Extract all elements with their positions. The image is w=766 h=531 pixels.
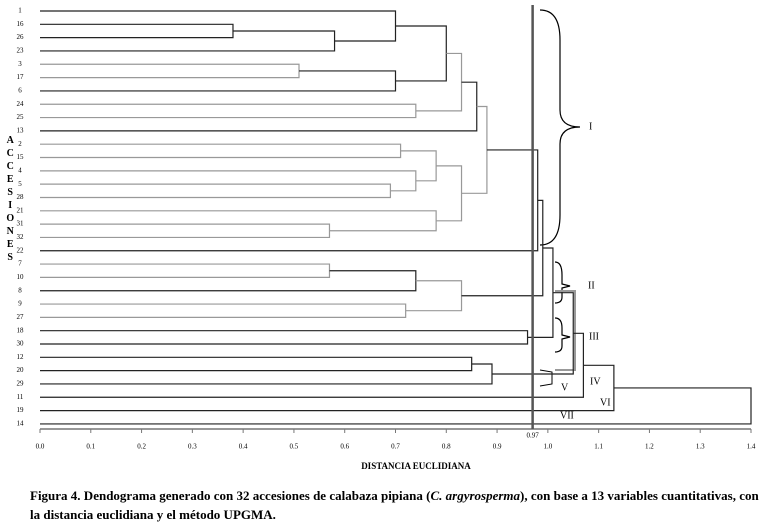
dendrogram-link xyxy=(40,270,417,292)
caption: Figura 4. Dendograma generado con 32 acc… xyxy=(30,486,760,524)
dendrogram-link xyxy=(400,150,437,182)
dendrogram-link xyxy=(40,263,331,278)
leaf-label: 9 xyxy=(18,300,22,308)
x-tick-label: 0.6 xyxy=(340,443,349,451)
leaf-label: 32 xyxy=(17,233,25,241)
leaf-label: 19 xyxy=(17,406,25,414)
brace xyxy=(539,9,581,246)
leaf-label: 27 xyxy=(17,313,25,321)
dendrogram-link xyxy=(40,363,493,385)
caption-text: Figura 4. Dendograma generado con 32 acc… xyxy=(30,488,431,503)
dendrogram-link xyxy=(40,70,397,92)
dendrogram-link xyxy=(40,30,336,52)
leaf-label: 20 xyxy=(17,366,25,374)
x-tick-label: 0.1 xyxy=(86,443,95,451)
group-label: VI xyxy=(600,397,611,408)
dendrogram-link xyxy=(40,387,752,425)
leaf-label: 1 xyxy=(18,7,22,15)
leaf-label: 31 xyxy=(17,220,25,228)
leaf-label: 25 xyxy=(17,113,25,121)
x-tick-label: 0.7 xyxy=(391,443,400,451)
dendrogram-link xyxy=(40,103,417,119)
leaf-label: 8 xyxy=(18,286,22,294)
leaf-label: 29 xyxy=(17,380,25,388)
dendrogram-link xyxy=(461,199,544,297)
dendrogram-link xyxy=(436,165,463,222)
x-tick-label: 1.0 xyxy=(543,443,552,451)
group-label: V xyxy=(561,382,569,393)
x-tick-label: 0.4 xyxy=(239,443,248,451)
x-tick-label: 0.0 xyxy=(36,443,45,451)
leaf-label: 22 xyxy=(17,246,25,254)
dendrogram-link xyxy=(40,10,397,42)
group-label: IV xyxy=(590,376,601,387)
leaf-label: 21 xyxy=(17,206,25,214)
x-tick-label: 0.5 xyxy=(290,443,299,451)
group-label: VII xyxy=(560,410,574,421)
dendrogram-link xyxy=(40,210,437,232)
x-tick-label: 1.3 xyxy=(696,443,705,451)
leaf-label: 12 xyxy=(17,353,25,361)
leaf-label: 26 xyxy=(17,33,25,41)
leaf-label: 16 xyxy=(17,20,25,28)
dendrogram-link xyxy=(40,183,392,199)
chart: ACCESIONES DISTANCIA EUCLIDIANA 0.0 0.1 0.… xyxy=(5,5,756,471)
x-tick-label: 1.2 xyxy=(645,443,654,451)
dendrogram-link xyxy=(461,105,488,194)
leaf-label: 5 xyxy=(18,180,22,188)
leaf-label: 15 xyxy=(17,153,25,161)
caption-text: ), con base a 13 variables cuantitativas… xyxy=(30,488,759,522)
group-label: III xyxy=(589,331,599,342)
dendrogram-link xyxy=(40,23,234,39)
x-tick-label: 1.4 xyxy=(747,443,756,451)
dendrogram-link xyxy=(405,280,463,312)
dendrogram-link xyxy=(40,81,478,132)
x-tick-label: 1.1 xyxy=(594,443,603,451)
leaf-label: 18 xyxy=(17,326,25,334)
x-tick-label: 0.9 xyxy=(493,443,502,451)
dendrogram-link xyxy=(415,52,463,112)
brace xyxy=(539,369,553,387)
brace xyxy=(554,317,571,353)
x-tick-label: 0.3 xyxy=(188,443,197,451)
leaf-label: 30 xyxy=(17,340,25,348)
leaf-label: 2 xyxy=(18,140,22,148)
x-axis-title: DISTANCIA EUCLIDIANA xyxy=(361,461,471,471)
dendrogram-link xyxy=(40,143,402,159)
x-tick-label: 0.2 xyxy=(137,443,146,451)
dendrogram-link xyxy=(40,223,331,239)
leaf-label: 3 xyxy=(18,60,22,68)
leaf-label: 23 xyxy=(17,47,25,55)
dendrogram-link xyxy=(40,170,417,192)
cutoff-label: 0.97 xyxy=(526,432,539,440)
leaf-label: 24 xyxy=(17,100,25,108)
leaf-label: 11 xyxy=(17,393,24,401)
dendrogram-link xyxy=(395,25,447,82)
leaf-label: 14 xyxy=(17,420,25,428)
x-tick-label: 0.8 xyxy=(442,443,451,451)
dendrogram-link xyxy=(40,356,473,372)
leaf-label: 17 xyxy=(17,73,25,81)
leaf-label: 6 xyxy=(18,87,22,95)
leaf-label: 28 xyxy=(17,193,25,201)
caption-italic: C. argyrosperma xyxy=(430,488,521,503)
dendrogram-link xyxy=(527,247,554,338)
group-label: II xyxy=(588,280,595,291)
dendrogram-link xyxy=(40,330,529,345)
dendrogram-link xyxy=(40,149,539,252)
leaf-label: 10 xyxy=(17,273,25,281)
dendrogram-link xyxy=(40,63,300,79)
dendrogram-link xyxy=(40,332,585,398)
group-label: I xyxy=(589,121,592,132)
dendrogram-link xyxy=(40,303,407,318)
group-outline xyxy=(555,290,576,371)
leaf-label: 7 xyxy=(18,260,22,268)
leaf-label: 13 xyxy=(17,126,25,134)
brace xyxy=(554,261,571,304)
y-axis-title: ACCESIONES xyxy=(5,135,16,265)
dendrogram-link xyxy=(40,364,615,412)
leaf-label: 4 xyxy=(18,166,22,174)
